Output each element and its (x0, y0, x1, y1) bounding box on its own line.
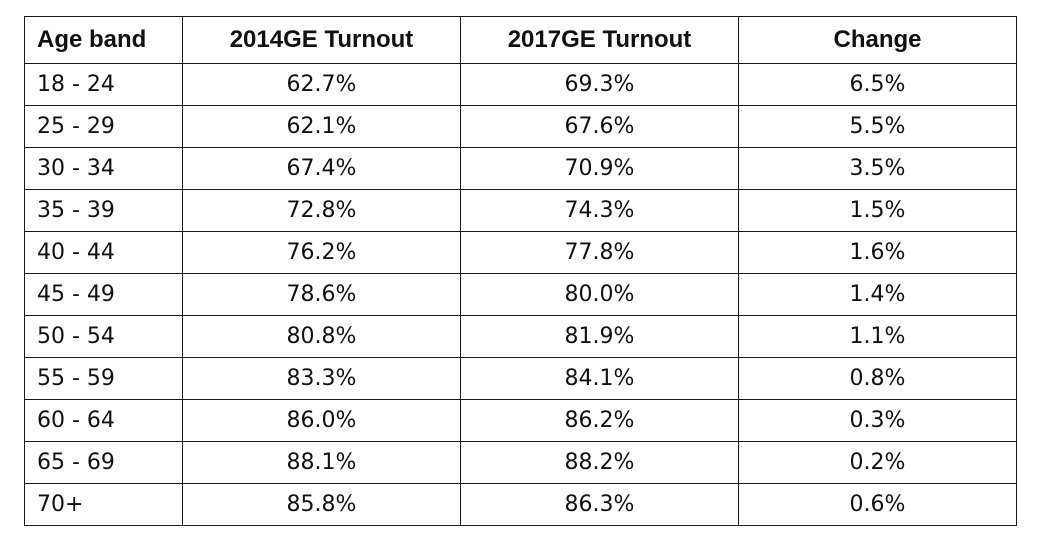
turnout-2017-cell: 70.9% (460, 147, 739, 190)
age-band-cell: 35 - 39 (24, 189, 183, 232)
change-cell: 0.6% (738, 483, 1017, 526)
change-cell: 3.5% (738, 147, 1017, 190)
change-cell: 0.3% (738, 399, 1017, 442)
age-band-cell: 30 - 34 (24, 147, 183, 190)
table-row: 30 - 34 67.4% 70.9% 3.5% (24, 147, 1017, 190)
turnout-2014-cell: 67.4% (182, 147, 461, 190)
table-row: 55 - 59 83.3% 84.1% 0.8% (24, 357, 1017, 400)
turnout-2017-cell: 81.9% (460, 315, 739, 358)
change-cell: 1.6% (738, 231, 1017, 274)
turnout-2017-cell: 67.6% (460, 105, 739, 148)
age-band-cell: 25 - 29 (24, 105, 183, 148)
turnout-2014-cell: 83.3% (182, 357, 461, 400)
table-row: 65 - 69 88.1% 88.2% 0.2% (24, 441, 1017, 484)
turnout-2014-cell: 80.8% (182, 315, 461, 358)
header-change: Change (738, 16, 1017, 64)
change-cell: 1.5% (738, 189, 1017, 232)
turnout-2014-cell: 86.0% (182, 399, 461, 442)
age-band-cell: 65 - 69 (24, 441, 183, 484)
turnout-2014-cell: 76.2% (182, 231, 461, 274)
turnout-2017-cell: 69.3% (460, 63, 739, 106)
age-band-cell: 45 - 49 (24, 273, 183, 316)
turnout-2017-cell: 86.2% (460, 399, 739, 442)
turnout-table: Age band 2014GE Turnout 2017GE Turnout C… (24, 16, 1017, 526)
table-row: 40 - 44 76.2% 77.8% 1.6% (24, 231, 1017, 274)
turnout-2017-cell: 80.0% (460, 273, 739, 316)
turnout-2014-cell: 85.8% (182, 483, 461, 526)
header-age-band: Age band (24, 16, 183, 64)
turnout-table-container: Age band 2014GE Turnout 2017GE Turnout C… (24, 16, 1017, 530)
age-band-cell: 55 - 59 (24, 357, 183, 400)
table-row: 18 - 24 62.7% 69.3% 6.5% (24, 63, 1017, 106)
change-cell: 1.1% (738, 315, 1017, 358)
turnout-2014-cell: 62.1% (182, 105, 461, 148)
turnout-2017-cell: 77.8% (460, 231, 739, 274)
header-2014-turnout: 2014GE Turnout (182, 16, 461, 64)
age-band-cell: 60 - 64 (24, 399, 183, 442)
header-2017-turnout: 2017GE Turnout (460, 16, 739, 64)
table-row: 45 - 49 78.6% 80.0% 1.4% (24, 273, 1017, 316)
header-row: Age band 2014GE Turnout 2017GE Turnout C… (24, 16, 1017, 64)
age-band-cell: 18 - 24 (24, 63, 183, 106)
turnout-2017-cell: 86.3% (460, 483, 739, 526)
turnout-2017-cell: 88.2% (460, 441, 739, 484)
turnout-2014-cell: 72.8% (182, 189, 461, 232)
change-cell: 5.5% (738, 105, 1017, 148)
turnout-2014-cell: 62.7% (182, 63, 461, 106)
table-row: 70+ 85.8% 86.3% 0.6% (24, 483, 1017, 526)
turnout-2014-cell: 88.1% (182, 441, 461, 484)
table-row: 50 - 54 80.8% 81.9% 1.1% (24, 315, 1017, 358)
change-cell: 0.8% (738, 357, 1017, 400)
turnout-2014-cell: 78.6% (182, 273, 461, 316)
change-cell: 6.5% (738, 63, 1017, 106)
table-row: 25 - 29 62.1% 67.6% 5.5% (24, 105, 1017, 148)
age-band-cell: 50 - 54 (24, 315, 183, 358)
age-band-cell: 70+ (24, 483, 183, 526)
change-cell: 0.2% (738, 441, 1017, 484)
turnout-2017-cell: 84.1% (460, 357, 739, 400)
change-cell: 1.4% (738, 273, 1017, 316)
turnout-2017-cell: 74.3% (460, 189, 739, 232)
table-row: 60 - 64 86.0% 86.2% 0.3% (24, 399, 1017, 442)
age-band-cell: 40 - 44 (24, 231, 183, 274)
table-row: 35 - 39 72.8% 74.3% 1.5% (24, 189, 1017, 232)
